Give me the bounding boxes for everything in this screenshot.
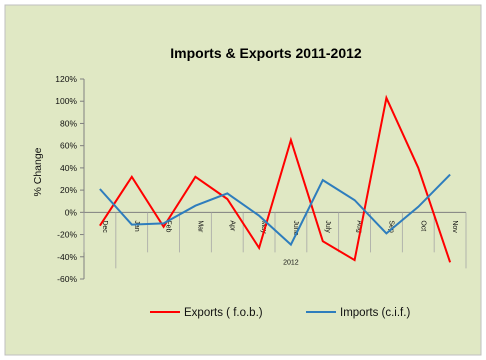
legend: Exports ( f.o.b.) Imports (c.i.f.) — [150, 307, 410, 319]
x-tick-label: Nov — [451, 220, 458, 233]
x-tick-label: Apr — [228, 220, 235, 232]
y-axis-title: % Change — [32, 147, 44, 196]
x-group-label: 2012 — [283, 259, 299, 266]
x-tick-label: June — [292, 220, 299, 235]
y-tick-label: -40% — [57, 252, 77, 262]
series-group — [99, 94, 452, 263]
series-line-imports — [99, 173, 451, 247]
chart-title: Imports & Exports 2011-2012 — [170, 45, 362, 61]
x-tick-label: July — [324, 220, 331, 233]
y-tick-label: -60% — [57, 274, 77, 284]
x-tick-label: Dec — [101, 220, 108, 233]
x-tick-label: Mar — [196, 220, 203, 233]
series-line-exports — [99, 94, 452, 263]
y-tick-label: 60% — [60, 141, 77, 151]
legend-label-exports: Exports ( f.o.b.) — [184, 307, 263, 319]
y-tick-label: 40% — [60, 163, 77, 173]
x-tick-label: May — [260, 220, 267, 234]
x-tick-label: Feb — [165, 220, 172, 232]
x-tick-label: Jan — [133, 220, 140, 231]
x-tick-label: Aug — [356, 220, 363, 233]
x-tick-label: Sep — [387, 220, 394, 233]
y-tick-label: 0% — [65, 207, 78, 217]
y-tick-label: 120% — [55, 74, 77, 84]
y-tick-label: 20% — [60, 185, 77, 195]
axes-group: 120% 100% 80% 60% 40% 20% 0% -20% -40% -60% Dec Jan… — [55, 74, 467, 284]
y-tick-label: 80% — [60, 118, 77, 128]
y-tick-label: -20% — [57, 230, 77, 240]
legend-label-imports: Imports (c.i.f.) — [340, 307, 410, 319]
x-tick-label: Oct — [419, 220, 426, 231]
y-tick-label: 100% — [55, 96, 77, 106]
